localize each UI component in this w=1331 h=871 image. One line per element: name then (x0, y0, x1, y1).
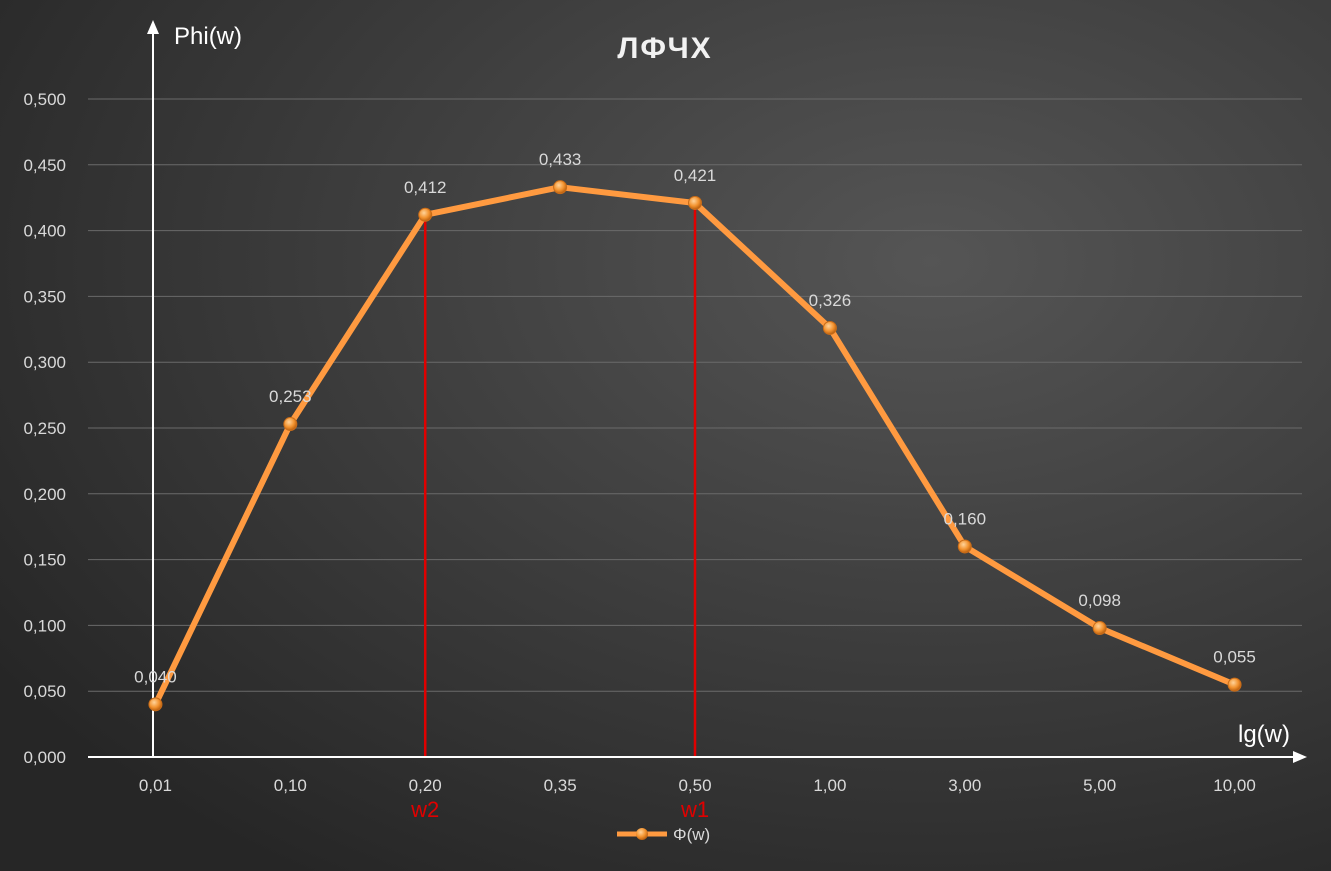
data-point (688, 195, 702, 210)
data-label: 0,412 (404, 178, 447, 197)
x-tick-label: 1,00 (813, 776, 846, 795)
data-point (1227, 677, 1242, 692)
y-tick-label: 0,450 (23, 156, 66, 175)
data-label: 0,160 (944, 509, 987, 528)
x-tick-label: 0,01 (139, 776, 172, 795)
data-point (148, 697, 163, 712)
y-tick-label: 0,050 (23, 682, 66, 701)
data-point (822, 320, 837, 335)
data-point (553, 180, 568, 195)
x-tick-label: 10,00 (1213, 776, 1256, 795)
x-tick-label: 0,50 (678, 776, 711, 795)
data-labels: 0,040 0,253 0,412 0,433 0,421 0,326 0,160 0,098… (134, 150, 1256, 686)
data-points (148, 180, 1242, 712)
y-tick-label: 0,350 (23, 287, 66, 306)
x-tick-labels: 0,01 0,10 0,20 0,35 0,50 1,00 3,00 5,00 10,00 (139, 776, 1256, 795)
y-tick-label: 0,150 (23, 551, 66, 570)
x-tick-label: 0,35 (544, 776, 577, 795)
y-tick-label: 0,400 (23, 222, 66, 241)
data-point (283, 417, 298, 432)
y-tick-label: 0,300 (23, 353, 66, 372)
data-point (957, 539, 972, 554)
legend: Φ(w) (617, 825, 710, 844)
y-tick-label: 0,250 (23, 419, 66, 438)
x-axis-arrow (1293, 751, 1307, 763)
y-tick-label: 0,200 (23, 485, 66, 504)
data-point (1092, 621, 1107, 636)
x-tick-label: 3,00 (948, 776, 981, 795)
marker-label: w2 (410, 797, 439, 822)
data-label: 0,253 (269, 387, 312, 406)
x-tick-label: 0,20 (409, 776, 442, 795)
marker-label: w1 (680, 797, 709, 822)
x-tick-label: 0,10 (274, 776, 307, 795)
data-label: 0,055 (1213, 648, 1256, 667)
chart-title: ЛФЧХ (617, 32, 712, 65)
x-axis-label: lg(w) (1238, 721, 1290, 748)
legend-marker-swatch (636, 828, 648, 840)
y-axis-label: Phi(w) (174, 23, 242, 50)
y-tick-labels: 0,000 0,050 0,100 0,150 0,200 0,250 0,300 0,350… (23, 90, 66, 767)
frequency-markers: w2 w1 (410, 202, 709, 822)
y-axis-arrow (147, 20, 159, 34)
data-label: 0,098 (1078, 591, 1121, 610)
data-label: 0,040 (134, 667, 177, 686)
y-tick-label: 0,100 (23, 616, 66, 635)
y-tick-label: 0,500 (23, 90, 66, 109)
data-label: 0,326 (809, 291, 852, 310)
data-point (418, 207, 433, 222)
data-label: 0,421 (674, 166, 717, 185)
x-tick-label: 5,00 (1083, 776, 1116, 795)
data-label: 0,433 (539, 150, 582, 169)
y-tick-label: 0,000 (23, 748, 66, 767)
legend-label: Φ(w) (673, 825, 710, 844)
